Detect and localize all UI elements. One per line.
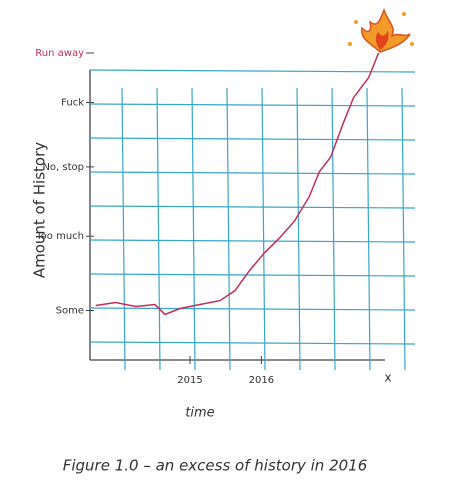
grid-line-decor [89, 137, 416, 141]
grid-line-decor [89, 239, 416, 243]
grid-line-decor [89, 103, 416, 107]
x-tick-label: 2015 [177, 375, 202, 386]
x-axis-end-label: x [384, 371, 391, 385]
grid-line-decor [261, 87, 266, 371]
y-tick-label: No, stop [42, 162, 84, 173]
grid-line-decor [89, 205, 416, 209]
grid-line-decor [89, 307, 416, 311]
grid-line-decor [296, 87, 301, 371]
y-tick-label: Fuck [61, 98, 84, 109]
grid-line-decor [191, 87, 196, 371]
grid-line-decor [121, 87, 126, 371]
grid-line-decor [89, 69, 416, 73]
flame [348, 7, 414, 53]
y-tick-label: Some [56, 305, 84, 316]
y-tick-label: Run away [35, 48, 84, 59]
x-axis-label: time [185, 406, 214, 421]
grid-line-decor [401, 87, 406, 371]
grid-line-decor [89, 273, 416, 277]
caption: Figure 1.0 – an excess of history in 201… [63, 457, 368, 475]
grid-line-decor [89, 341, 416, 345]
grid-line-decor [226, 87, 231, 371]
grid-line-decor [331, 87, 336, 371]
grid-line-decor [156, 87, 161, 371]
grid-line-decor [89, 171, 416, 175]
data-line [95, 52, 380, 316]
grid-line-decor [366, 87, 371, 371]
x-tick-label: 2016 [249, 375, 274, 386]
y-tick-label: Too much [35, 231, 84, 242]
y-axis-label: Amount of History [31, 142, 49, 278]
